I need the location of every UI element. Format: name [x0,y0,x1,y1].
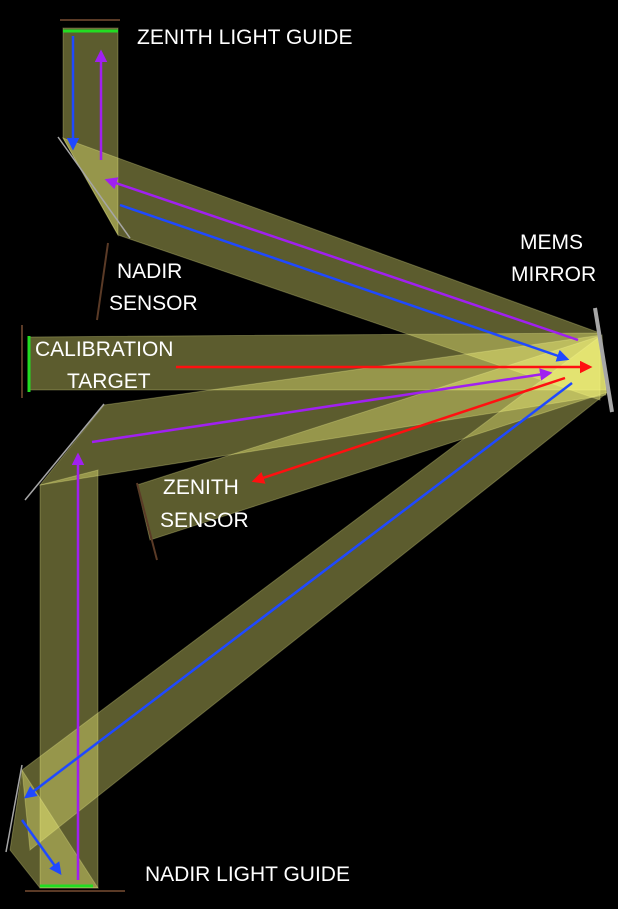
zenith-light-guide-label: ZENITH LIGHT GUIDE [137,26,352,49]
nadir-guide-mirror [5,764,23,853]
blue-ray-mems-to-nadir-guide [24,382,573,799]
mems-mirror [593,307,614,413]
zenith-fold-mirror [57,136,131,239]
labels: ZENITH LIGHT GUIDE NADIR SENSOR MEMS MIR… [35,26,596,886]
nadir-light-guide-label: NADIR LIGHT GUIDE [145,863,350,886]
nadir-sensor-label-line1: NADIR [117,260,182,283]
calibration-target-label-line2: TARGET [67,370,151,393]
zenith-guide-to-mems-beam [61,137,601,401]
zenith-guide-vertical-beam [62,27,119,237]
nadir-guide-fold-beam [9,768,99,889]
nadir-fold-to-mems-beam [38,334,607,486]
blue-ray-zenith-to-mems [119,203,570,362]
rays [20,36,593,880]
nadir-fold-mirror [24,403,105,501]
blue-ray-nadir-guide-down [20,819,62,876]
nadir-sensor-label-line2: SENSOR [109,292,198,315]
purple-ray-nadir-fold-to-mems [91,368,553,444]
zenith-sensor [136,482,158,561]
mems-mirror-label-line2: MIRROR [511,263,596,286]
nadir-sensor [96,242,109,321]
purple-ray-mems-to-zenith [104,177,579,342]
beams [9,27,609,889]
zenith-sensor-label-line1: ZENITH [163,476,239,499]
calibration-target-label-line1: CALIBRATION [35,338,173,361]
mems-mirror-label-line1: MEMS [520,231,583,254]
optical-elements [5,19,614,892]
zenith-sensor-label-line2: SENSOR [160,509,249,532]
red-ray-mems-to-zenith-sensor [251,376,566,484]
